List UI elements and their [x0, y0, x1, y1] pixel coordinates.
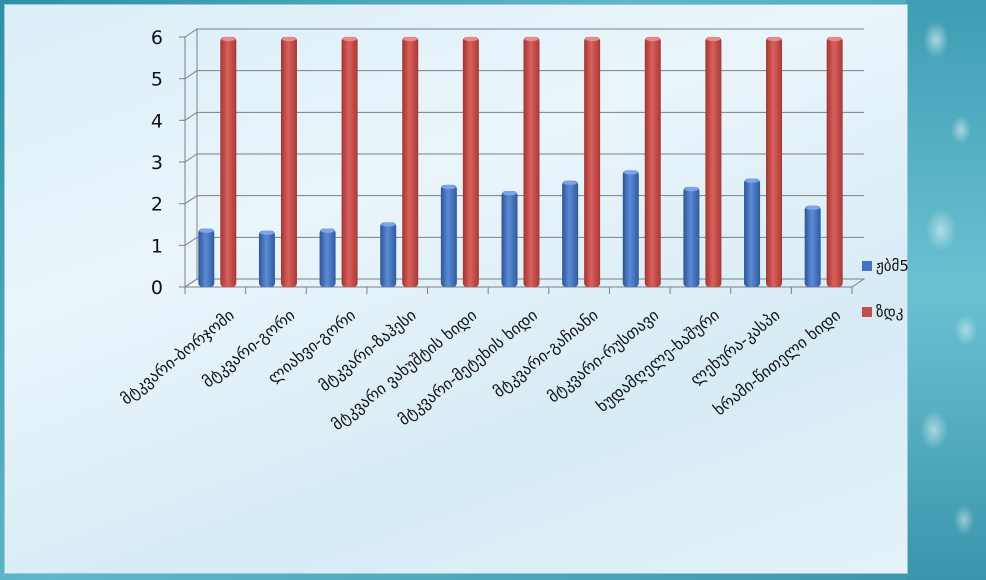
bar-top [221, 37, 235, 41]
bar-top [381, 222, 395, 226]
bar-series-2 [402, 37, 418, 287]
bar-series-2 [705, 37, 721, 287]
x-category-label: მტკვარი-ბორჯომი [117, 305, 238, 408]
bar-top [706, 37, 720, 41]
bar-top [260, 231, 274, 235]
y-tick-label: 6 [151, 27, 163, 49]
bar-series-1 [320, 229, 336, 287]
bar-top [563, 181, 577, 185]
y-tick-label: 5 [151, 69, 163, 91]
y-tick-label: 4 [151, 110, 163, 132]
legend-label: ზდკ [876, 303, 903, 321]
y-tick-label: 2 [151, 194, 163, 216]
x-category-label: მტკვარი-რუსთავი [544, 305, 662, 406]
bar-series-1 [502, 191, 518, 287]
bar-series-2 [342, 37, 358, 287]
legend-swatch [862, 307, 872, 317]
bar-series-2 [645, 37, 661, 287]
bar-top [684, 187, 698, 191]
bar-series-2 [220, 37, 236, 287]
bar-top [745, 178, 759, 182]
bar-top [199, 228, 213, 232]
legend-label: ჟბმ5 [876, 257, 909, 275]
bar-series-1 [259, 231, 275, 287]
bar-top [767, 37, 781, 41]
bar-top [525, 37, 539, 41]
x-category-label: მტკვარი-გაჩიანი [489, 305, 601, 401]
bar-top [624, 170, 638, 174]
bar-top [806, 206, 820, 210]
bar-series-2 [281, 37, 297, 287]
bar-series-2 [524, 37, 540, 287]
bar-top [503, 191, 517, 195]
bar-top [343, 37, 357, 41]
bar-top [828, 37, 842, 41]
bar-series-1 [805, 206, 821, 287]
bar-top [585, 37, 599, 41]
bar-top [321, 228, 335, 232]
bar-series-1 [744, 179, 760, 287]
bar-series-2 [827, 37, 843, 287]
bar-top [646, 37, 660, 41]
bar-top [403, 37, 417, 41]
bar-top [442, 185, 456, 189]
bar-top [464, 37, 478, 41]
bar-series-1 [623, 170, 639, 287]
bar-series-1 [441, 185, 457, 287]
category-labels: მტკვარი-ბორჯომიმტკვარი-გორილიახვი-გორიმტ… [117, 305, 844, 434]
bar-series-1 [198, 229, 214, 287]
legend: ჟბმ5 ზდკ [862, 257, 909, 321]
y-tick-label: 0 [151, 277, 163, 299]
bar-series-1 [562, 181, 578, 287]
bar-series-2 [463, 37, 479, 287]
y-tick-labels: 0 1 2 3 4 5 6 [151, 27, 163, 299]
gridline [185, 29, 864, 37]
bars [198, 37, 842, 287]
legend-swatch [862, 261, 872, 271]
bar-top [282, 37, 296, 41]
bar-series-1 [380, 222, 396, 287]
bar-series-2 [584, 37, 600, 287]
bar-series-1 [683, 187, 699, 287]
y-tick-label: 3 [151, 152, 163, 174]
bar-series-2 [766, 37, 782, 287]
y-tick-label: 1 [151, 235, 163, 257]
